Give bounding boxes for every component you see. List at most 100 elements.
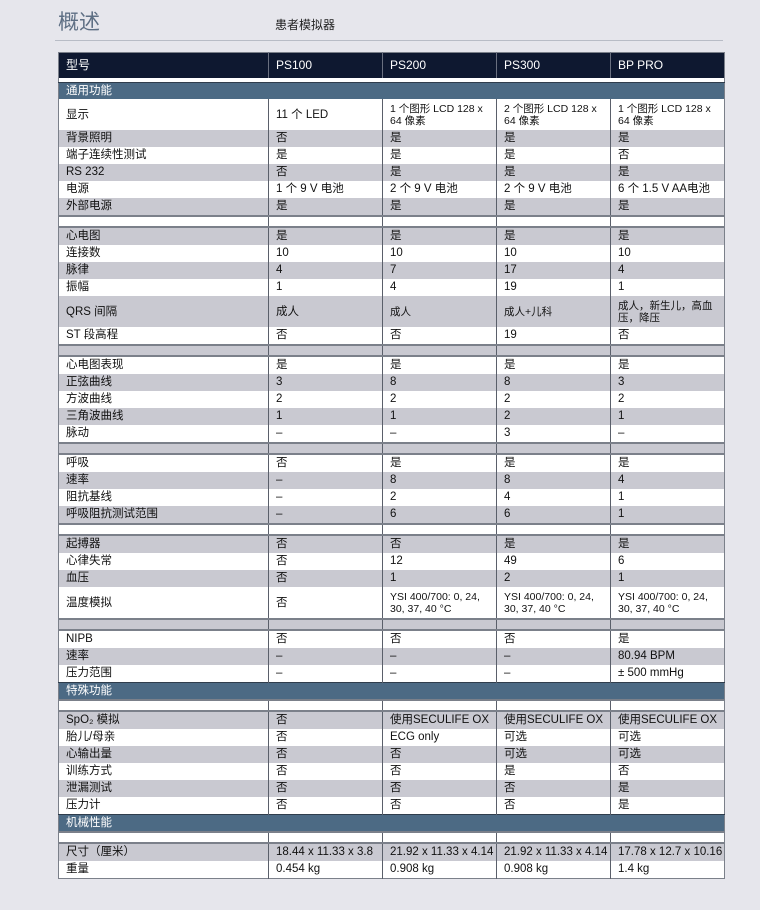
cell-value: 否 [382,630,497,648]
table-row: ST 段高程否否 19 否 [58,327,725,345]
table-row: 呼吸阻抗测试范围 –6 6 1 [58,506,725,524]
table-row: 电源 1 个 9 V 电池 2 个 9 V 电池 2 个 9 V 电池 6 个 1.5 … [58,181,725,198]
cell-value: 否 [268,780,383,797]
cell-value: 否 [268,553,383,570]
cell-value: 49 [496,553,611,570]
cell-value: 12 [382,553,497,570]
cell-value: 是 [610,535,725,553]
cell-value: 2 个 9 V 电池 [382,181,497,198]
row-label: 训练方式 [58,763,269,780]
cell-value: 否 [268,729,383,746]
row-label: 外部电源 [58,198,269,216]
cell-value: 是 [382,356,497,374]
cell-value: 否 [268,130,383,147]
spacer-row [58,344,725,357]
cell-value: 是 [496,535,611,553]
spacer-cell [496,344,611,357]
row-label: 脉动 [58,425,269,443]
cell-value: 是 [610,356,725,374]
cell-value: 是 [496,164,611,181]
cell-value: – [268,489,383,506]
table-row: RS 232 否是是是 [58,164,725,181]
cell-value: 否 [610,147,725,164]
title-divider [55,40,723,41]
cell-value: 可选 [610,729,725,746]
spacer-cell [382,442,497,455]
cell-value: 成人，新生儿，高血压，降压 [610,296,725,327]
cell-value: 是 [382,147,497,164]
section-label: 通用功能 [58,82,725,99]
cell-value: 17 [496,262,611,279]
cell-value: ± 500 mmHg [610,665,725,683]
section-label: 特殊功能 [58,682,725,700]
spacer-cell [58,618,269,631]
cell-value: 10 [382,245,497,262]
row-label: 胎儿/母亲 [58,729,269,746]
spacer-cell [268,618,383,631]
cell-value: 可选 [496,746,611,763]
cell-value: 2 个图形 LCD 128 x 64 像素 [496,99,611,130]
cell-value: 否 [268,454,383,472]
spacer-row [58,618,725,631]
table-row: 脉动 – –3– [58,425,725,443]
cell-value: 是 [610,198,725,216]
cell-value: 使用SECULIFE OX [610,711,725,729]
cell-value: 否 [496,780,611,797]
cell-value: 是 [610,164,725,181]
cell-value: 是 [382,454,497,472]
page-title: 概述 [58,11,100,34]
spacer-cell [268,344,383,357]
spacer-cell [496,215,611,228]
spacer-cell [58,344,269,357]
table-row: 训练方式否否是否 [58,763,725,780]
row-label: 连接数 [58,245,269,262]
header-ps300: PS300 [496,52,611,78]
row-label: 压力范围 [58,665,269,683]
cell-value: 1 [382,408,497,425]
cell-value: 是 [610,780,725,797]
table-row: 呼吸否是是是 [58,454,725,472]
spacer-cell [382,831,497,844]
cell-value: 3 [610,374,725,391]
table-row: NIPB 否否否是 [58,630,725,648]
row-label: 起搏器 [58,535,269,553]
cell-value: 否 [268,587,383,619]
cell-value: 是 [268,198,383,216]
cell-value: 80.94 BPM [610,648,725,665]
cell-value: 2 [610,391,725,408]
table-row: 起搏器否否是是 [58,535,725,553]
table-row: 方波曲线 2 2 2 2 [58,391,725,408]
cell-value: 0.908 kg [382,861,497,879]
spacer-cell [58,699,269,712]
spacer-cell [58,442,269,455]
cell-value: 成人 [268,296,383,327]
cell-value: 6 个 1.5 V AA电池 [610,181,725,198]
cell-value: 1 [382,570,497,587]
cell-value: 否 [382,746,497,763]
cell-value: 2 [382,489,497,506]
row-label: 心电图 [58,227,269,245]
spacer-cell [58,831,269,844]
table-row: 脉律 4 7 17 4 [58,262,725,279]
cell-value: 17.78 x 12.7 x 10.16 [610,843,725,861]
cell-value: 4 [496,489,611,506]
spacer-row [58,523,725,536]
cell-value: 是 [610,630,725,648]
row-label: 速率 [58,648,269,665]
spacer-cell [610,442,725,455]
table-row: 外部电源是是是是 [58,198,725,216]
spacer-cell [382,215,497,228]
spacer-cell [496,699,611,712]
cell-value: 4 [610,262,725,279]
cell-value: – [382,648,497,665]
cell-value: 否 [268,797,383,815]
table-row: 正弦曲线 3 8 8 3 [58,374,725,391]
cell-value: 19 [496,279,611,296]
header-model: 型号 [58,52,269,78]
cell-value: 是 [268,147,383,164]
row-label: NIPB [58,630,269,648]
cell-value: 是 [382,164,497,181]
cell-value: 2 [496,570,611,587]
row-label: 温度模拟 [58,587,269,619]
spacer-cell [58,523,269,536]
